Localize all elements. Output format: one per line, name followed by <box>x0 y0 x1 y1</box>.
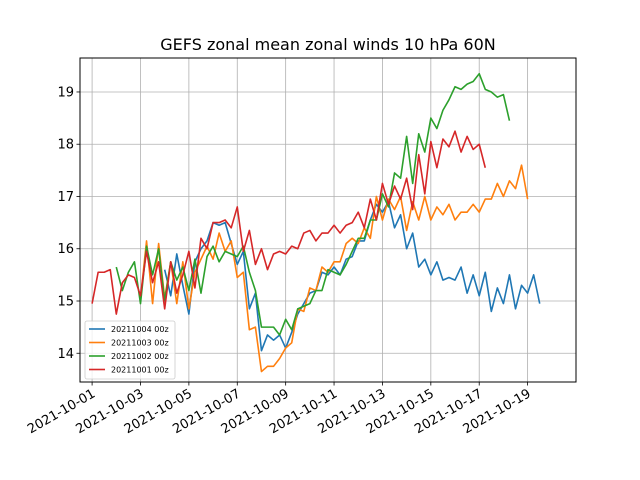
y-tick-label: 17 <box>57 190 74 205</box>
legend-label: 20211001 00z <box>111 366 169 375</box>
series-line-0 <box>163 200 541 352</box>
y-tick-label: 16 <box>57 242 74 257</box>
legend-box <box>84 320 176 380</box>
y-tick-label: 18 <box>57 138 74 153</box>
legend-label: 20211002 00z <box>111 352 169 361</box>
series-layer <box>91 72 541 373</box>
y-tick-label: 14 <box>57 347 74 362</box>
y-tick-label: 19 <box>57 85 74 100</box>
series-line-1 <box>139 164 529 373</box>
legend-label: 20211003 00z <box>111 339 169 348</box>
legend: 20211004 00z 20211003 00z 20211002 00z 2021… <box>84 320 176 380</box>
y-axis: 14 15 16 17 18 19 <box>57 85 80 362</box>
legend-label: 20211004 00z <box>111 325 169 334</box>
y-tick-label: 15 <box>57 295 74 310</box>
series-line-2 <box>115 72 511 336</box>
grid-layer <box>80 58 576 382</box>
plot-frame <box>79 57 577 383</box>
series-line-3 <box>91 130 487 315</box>
chart-title: GEFS zonal mean zonal winds 10 hPa 60N <box>160 35 495 54</box>
